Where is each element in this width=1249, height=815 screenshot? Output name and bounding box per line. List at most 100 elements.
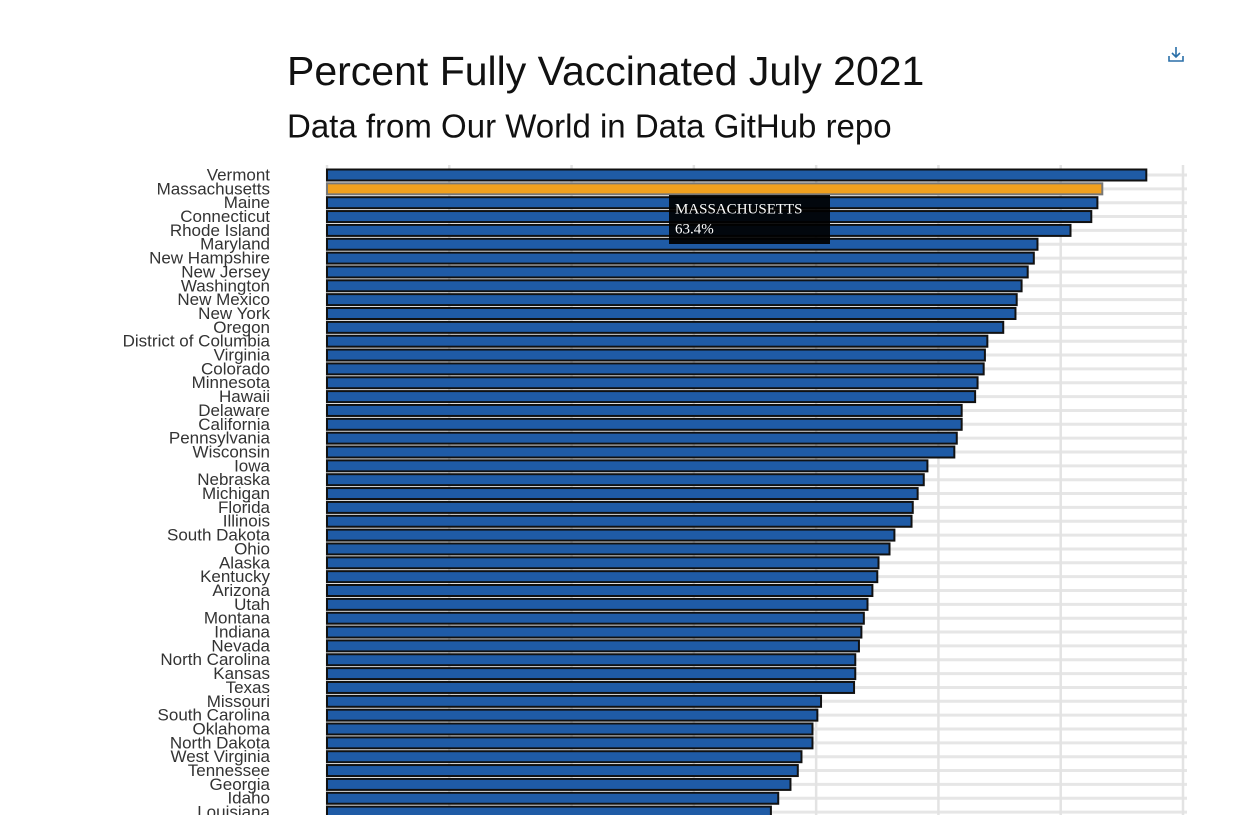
category-labels: VermontMassachusettsMaineConnecticutRhod… <box>123 165 271 815</box>
category-label: South Dakota <box>167 526 271 545</box>
bar <box>326 653 857 667</box>
category-label: North Dakota <box>170 733 271 752</box>
category-label: Virginia <box>214 346 271 365</box>
category-label: Pennsylvania <box>169 429 271 448</box>
category-label: Utah <box>234 595 270 614</box>
category-label: Oklahoma <box>193 719 271 738</box>
category-label: Nevada <box>211 636 270 655</box>
tooltip: MASSACHUSETTS 63.4% <box>669 195 830 244</box>
bar <box>326 805 772 815</box>
bar <box>326 750 803 764</box>
category-label: Hawaii <box>219 387 270 406</box>
bar <box>326 694 823 708</box>
bar <box>326 708 819 722</box>
category-label: Ohio <box>234 539 270 558</box>
bar <box>326 611 865 625</box>
category-label: Montana <box>204 609 271 628</box>
bar <box>326 390 977 404</box>
bar <box>326 459 929 473</box>
chart-subtitle: Data from Our World in Data GitHub repo <box>287 108 892 145</box>
bar <box>326 265 1029 279</box>
bar <box>326 764 799 778</box>
category-label: Rhode Island <box>170 221 270 240</box>
bar <box>326 320 1005 334</box>
tooltip-box <box>669 195 830 244</box>
bar <box>326 293 1018 307</box>
bar <box>326 403 963 417</box>
download-button[interactable] <box>1168 47 1184 62</box>
bar <box>326 777 792 791</box>
category-label: Louisiana <box>197 803 270 815</box>
bar <box>326 556 880 570</box>
category-label: Florida <box>218 498 271 517</box>
bar <box>326 514 913 528</box>
category-label: Maine <box>224 193 270 212</box>
bar <box>326 639 860 653</box>
category-label: New Jersey <box>181 262 270 281</box>
bar <box>326 570 879 584</box>
category-label: Arizona <box>212 581 270 600</box>
category-label: Illinois <box>223 512 270 531</box>
category-label: Indiana <box>214 623 270 642</box>
category-label: South Carolina <box>158 706 271 725</box>
category-label: Tennessee <box>188 761 270 780</box>
category-label: New York <box>198 304 270 323</box>
bar <box>326 348 986 362</box>
bar <box>326 736 814 750</box>
bar <box>326 791 780 805</box>
category-label: Maryland <box>200 235 270 254</box>
category-label: California <box>198 415 270 434</box>
category-label: Michigan <box>202 484 270 503</box>
category-label: Wisconsin <box>193 442 270 461</box>
bar <box>326 667 857 681</box>
bar <box>326 307 1017 320</box>
category-label: Vermont <box>207 165 271 184</box>
bar <box>326 625 863 639</box>
category-label: Oregon <box>213 318 270 337</box>
category-label: Iowa <box>234 456 270 475</box>
category-label: Connecticut <box>180 207 270 226</box>
category-label: New Hampshire <box>149 249 270 268</box>
bar <box>326 597 869 611</box>
category-label: West Virginia <box>170 747 270 766</box>
category-label: New Mexico <box>177 290 270 309</box>
category-label: Alaska <box>219 553 271 572</box>
bar <box>326 431 958 445</box>
category-label: Massachusetts <box>157 179 270 198</box>
chart-title: Percent Fully Vaccinated July 2021 <box>287 48 924 94</box>
bar <box>326 334 989 348</box>
bar <box>326 376 979 390</box>
category-label: Delaware <box>198 401 270 420</box>
category-label: Idaho <box>227 789 270 808</box>
bar <box>326 417 963 431</box>
tooltip-value: 63.4% <box>675 221 714 237</box>
bar <box>326 584 874 597</box>
category-label: Kansas <box>213 664 270 683</box>
category-label: Minnesota <box>192 373 271 392</box>
bar <box>326 279 1023 293</box>
bar <box>326 251 1035 265</box>
bar <box>326 487 919 501</box>
category-label: District of Columbia <box>123 332 271 351</box>
tooltip-title: MASSACHUSETTS <box>675 201 803 217</box>
bar <box>326 473 925 487</box>
category-label: Missouri <box>207 692 270 711</box>
category-label: Nebraska <box>197 470 270 489</box>
bar <box>326 168 1148 182</box>
bar <box>326 722 814 736</box>
category-label: Georgia <box>210 775 271 794</box>
bar <box>326 362 985 376</box>
bar <box>326 528 896 542</box>
download-icon[interactable] <box>1168 47 1184 62</box>
category-label: Washington <box>181 276 270 295</box>
bar <box>326 500 914 514</box>
category-label: Texas <box>226 678 270 697</box>
bar <box>326 680 856 694</box>
bar[interactable] <box>326 182 1104 196</box>
category-label: Kentucky <box>200 567 270 586</box>
bar <box>326 445 956 459</box>
category-label: North Carolina <box>160 650 270 669</box>
bar <box>326 542 891 556</box>
